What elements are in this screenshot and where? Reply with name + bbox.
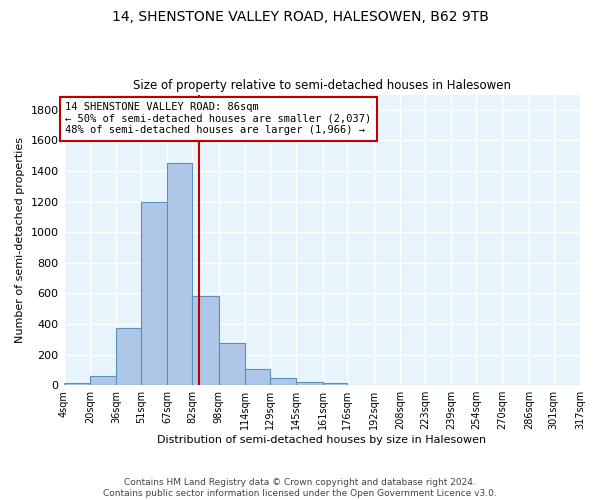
Bar [245,369,270,385]
X-axis label: Distribution of semi-detached houses by size in Halesowen: Distribution of semi-detached houses by … [157,435,487,445]
Bar [141,202,167,385]
Bar [296,382,323,385]
Bar [90,376,116,385]
Bar [270,378,296,385]
Text: 14 SHENSTONE VALLEY ROAD: 86sqm
← 50% of semi-detached houses are smaller (2,037: 14 SHENSTONE VALLEY ROAD: 86sqm ← 50% of… [65,102,371,136]
Text: 14, SHENSTONE VALLEY ROAD, HALESOWEN, B62 9TB: 14, SHENSTONE VALLEY ROAD, HALESOWEN, B6… [112,10,488,24]
Bar [218,343,245,385]
Bar [167,164,192,385]
Bar [323,383,347,385]
Title: Size of property relative to semi-detached houses in Halesowen: Size of property relative to semi-detach… [133,79,511,92]
Bar [64,383,90,385]
Bar [192,296,218,385]
Bar [116,328,141,385]
Y-axis label: Number of semi-detached properties: Number of semi-detached properties [15,137,25,343]
Text: Contains HM Land Registry data © Crown copyright and database right 2024.
Contai: Contains HM Land Registry data © Crown c… [103,478,497,498]
